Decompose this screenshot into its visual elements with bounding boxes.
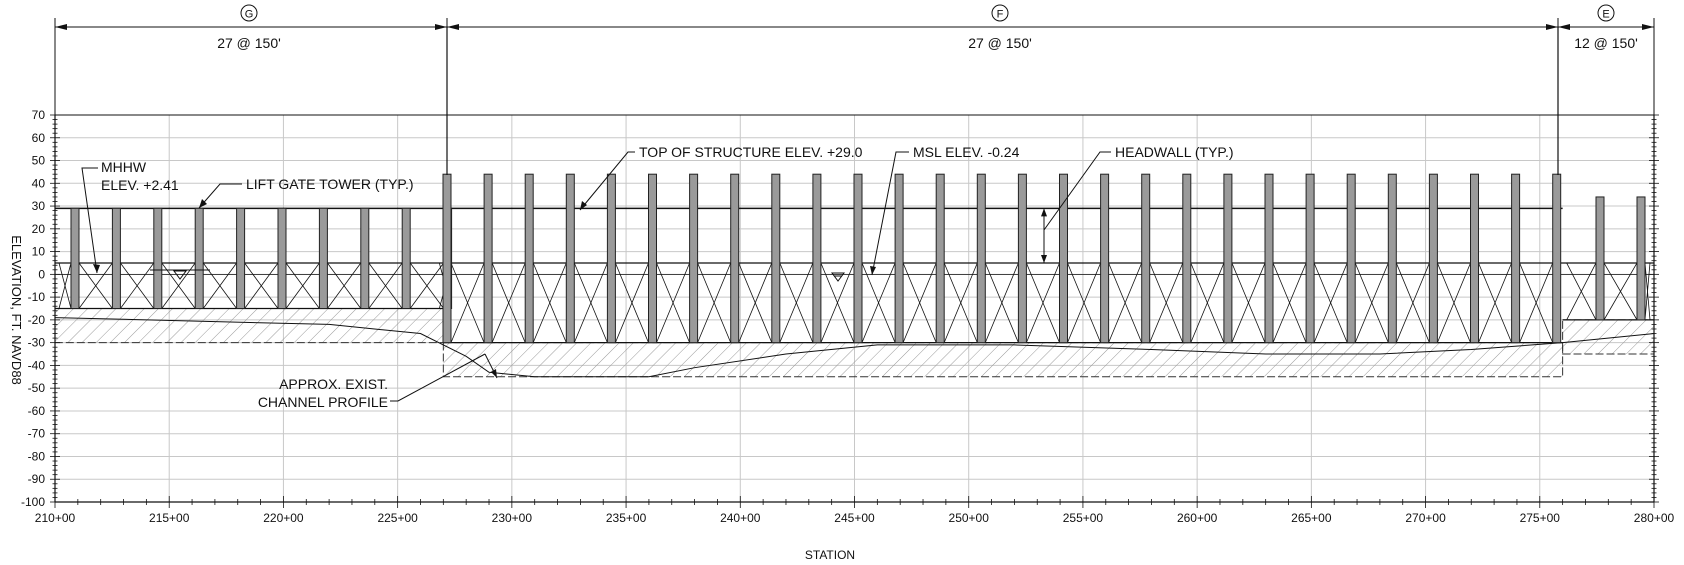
x-tick-label: 260+00 — [1177, 511, 1218, 525]
msl-label: MSL ELEV. -0.24 — [913, 144, 1020, 160]
lift-gate-tower — [1059, 173, 1068, 344]
x-tick-label: 245+00 — [834, 511, 875, 525]
lift-gate-tower — [318, 207, 328, 309]
lift-gate-tower — [648, 173, 657, 344]
lift-gate-tower — [1141, 173, 1151, 344]
lift-gate-tower — [483, 173, 493, 344]
lift-gate-tower — [1100, 173, 1110, 344]
y-tick-label: -90 — [28, 472, 46, 486]
y-tick-label: 30 — [32, 199, 46, 213]
lift-gate-tower — [730, 173, 740, 344]
x-tick-label: 215+00 — [149, 511, 190, 525]
x-tick-label: 255+00 — [1063, 511, 1104, 525]
lift-gate-tower — [401, 207, 411, 309]
lift-gate-tower — [606, 173, 616, 344]
lift-gate-tower — [360, 207, 370, 309]
lift-gate-tower — [1595, 196, 1605, 321]
lift-gate-tower — [442, 173, 452, 344]
y-tick-label: 10 — [32, 245, 46, 259]
y-tick-label: -30 — [28, 336, 46, 350]
lift-gate-tower — [1264, 173, 1274, 344]
y-tick-label: -10 — [28, 290, 46, 304]
x-tick-label: 270+00 — [1405, 511, 1446, 525]
y-tick-label: 0 — [38, 267, 45, 281]
lift-gate-tower — [1346, 173, 1356, 344]
tower-piers — [70, 173, 1646, 344]
y-tick-label: -20 — [28, 313, 46, 327]
x-tick-label: 235+00 — [606, 511, 647, 525]
lift-gate-tower — [1636, 196, 1646, 321]
lift-gate-tower — [1428, 173, 1438, 344]
channel-profile-label: APPROX. EXIST. — [279, 376, 388, 392]
lift-gate-tower — [70, 207, 80, 309]
lift-gate-tower-label: LIFT GATE TOWER (TYP.) — [246, 176, 414, 192]
lift-gate-tower — [524, 173, 534, 344]
lift-gate-tower — [277, 207, 287, 309]
lift-gate-tower — [1223, 173, 1233, 344]
x-tick-label: 230+00 — [492, 511, 533, 525]
lift-gate-tower — [236, 207, 246, 309]
annotations: MHHW ELEV. +2.41 LIFT GATE TOWER (TYP.) … — [81, 144, 1234, 410]
x-tick-label: 275+00 — [1520, 511, 1561, 525]
y-tick-label: -50 — [28, 381, 46, 395]
lift-gate-tower — [111, 207, 121, 309]
x-tick-label: 210+00 — [35, 511, 76, 525]
segment-f-dimension: 27 @ 150' — [968, 35, 1032, 51]
y-axis-label: ELEVATION, FT. NAVD88 — [9, 235, 24, 385]
lift-gate-tower — [1305, 173, 1315, 344]
y-tick-label: 70 — [32, 108, 46, 122]
x-axis-label: STATION — [805, 548, 855, 562]
channel-profile-label-2: CHANNEL PROFILE — [258, 394, 388, 410]
lift-gate-tower — [812, 173, 822, 344]
segment-e-dimension: 12 @ 150' — [1574, 35, 1638, 51]
segment-f-marker: F — [997, 9, 1004, 21]
y-tick-label: 20 — [32, 222, 46, 236]
lift-gate-tower — [194, 207, 204, 309]
segment-e-marker: E — [1602, 9, 1609, 21]
lift-gate-tower — [1511, 173, 1521, 344]
x-tick-label: 225+00 — [377, 511, 418, 525]
lift-gate-tower — [1182, 173, 1192, 344]
lift-gate-tower — [1552, 173, 1562, 344]
top-of-structure-label: TOP OF STRUCTURE ELEV. +29.0 — [639, 144, 863, 160]
lift-gate-tower — [1017, 173, 1027, 344]
x-tick-label: 250+00 — [949, 511, 990, 525]
y-tick-label: 50 — [32, 154, 46, 168]
lift-gate-tower — [894, 173, 904, 344]
y-tick-label: 40 — [32, 176, 46, 190]
y-tick-label: -70 — [28, 427, 46, 441]
lift-gate-tower — [771, 173, 781, 344]
mhhw-elev-label: ELEV. +2.41 — [101, 177, 179, 193]
lift-gate-tower — [1470, 173, 1479, 344]
x-tick-label: 240+00 — [720, 511, 761, 525]
y-tick-label: -80 — [28, 449, 46, 463]
lift-gate-tower — [565, 173, 575, 344]
segment-g-marker: G — [245, 9, 254, 21]
x-tick-label: 265+00 — [1291, 511, 1332, 525]
mhhw-label: MHHW — [101, 159, 147, 175]
y-tick-label: -40 — [28, 358, 46, 372]
lift-gate-tower — [153, 207, 163, 309]
headwall-label: HEADWALL (TYP.) — [1115, 144, 1234, 160]
x-tick-label: 280+00 — [1634, 511, 1675, 525]
lift-gate-tower — [976, 173, 986, 344]
y-tick-label: -100 — [21, 495, 45, 509]
axes: 70 60 50 40 30 20 10 0 -10 -20 -30 -40 -50 -60 -70 -80 -… — [21, 108, 1675, 525]
lift-gate-tower — [935, 173, 945, 344]
segment-g-dimension: 27 @ 150' — [217, 35, 281, 51]
lift-gate-tower — [689, 173, 699, 344]
y-tick-label: 60 — [32, 131, 46, 145]
x-tick-label: 220+00 — [263, 511, 304, 525]
lift-gate-tower — [853, 173, 863, 344]
y-tick-label: -60 — [28, 404, 46, 418]
lift-gate-tower — [1387, 173, 1397, 344]
